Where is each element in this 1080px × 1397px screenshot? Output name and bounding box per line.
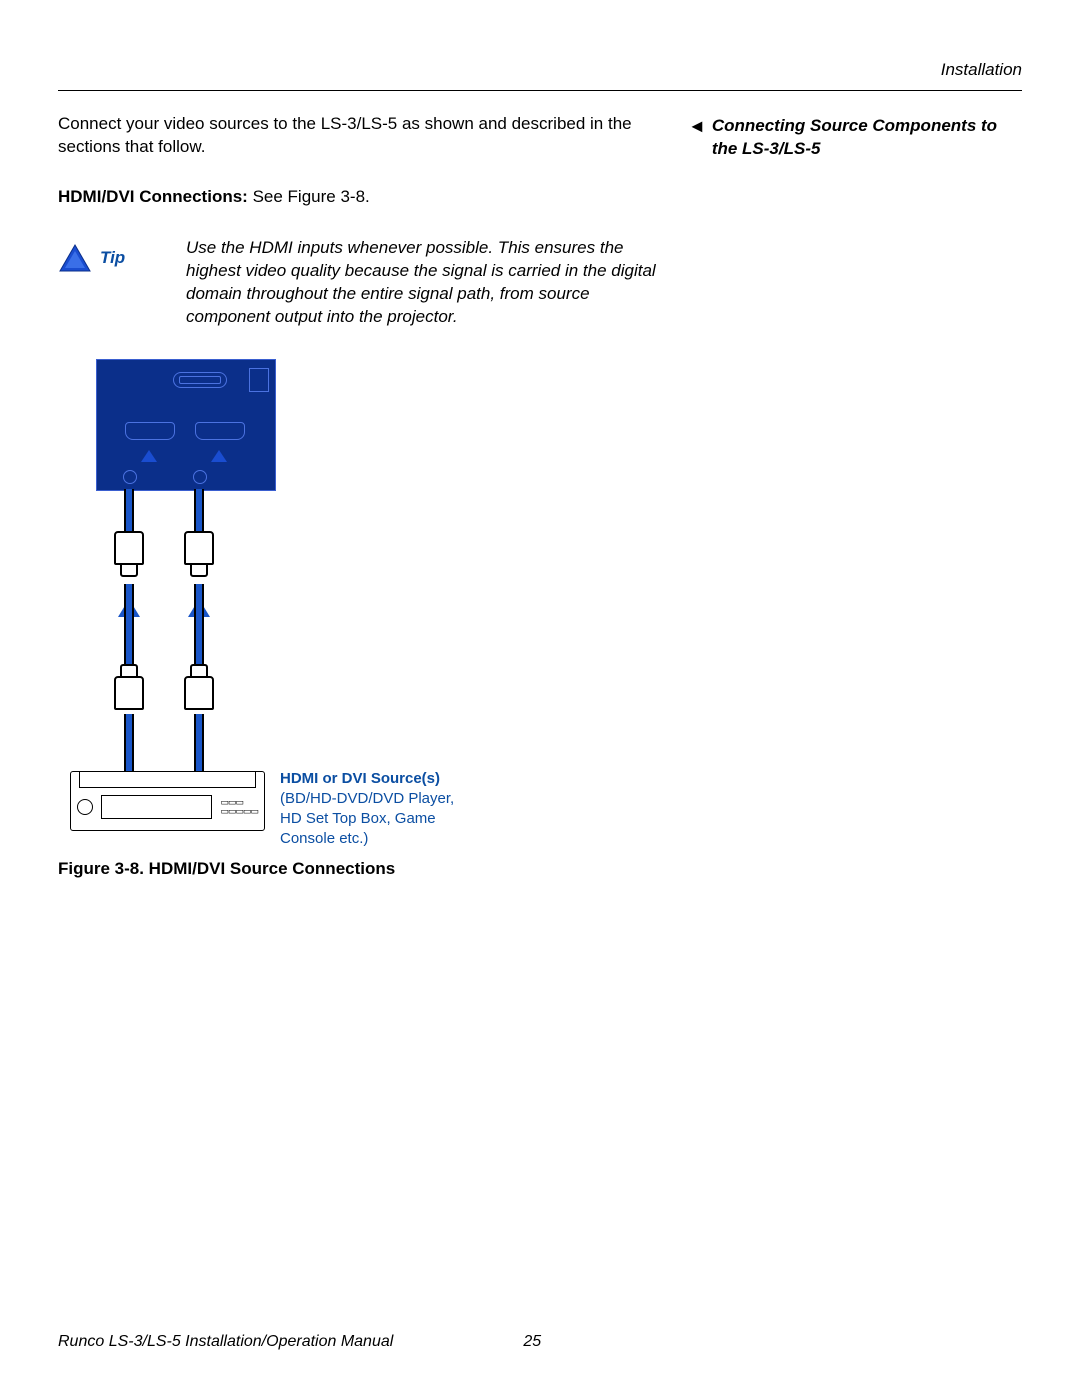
hdmi-bold: HDMI/DVI Connections:: [58, 187, 248, 206]
hdmi-connector-2-bottom: [184, 664, 214, 714]
tip-block: Tip Use the HDMI inputs whenever possibl…: [58, 237, 658, 329]
port-arrow-1-icon: [141, 450, 157, 462]
figure-caption: Figure 3-8. HDMI/DVI Source Connections: [58, 859, 658, 879]
cable-1-seg-a: [124, 489, 134, 534]
device-buttons-icon: ▭▭▭▭▭▭▭▭: [220, 798, 258, 816]
trigger-ports-icon: [249, 368, 269, 392]
hdmi-connector-1-bottom: [114, 664, 144, 714]
header-section-label: Installation: [58, 60, 1022, 91]
side-heading: ◄ Connecting Source Components to the LS…: [688, 115, 1022, 161]
tip-text: Use the HDMI inputs whenever possible. T…: [186, 237, 658, 329]
side-column: ◄ Connecting Source Components to the LS…: [688, 113, 1022, 879]
side-heading-text: Connecting Source Components to the LS-3…: [712, 115, 1022, 161]
hdmi-port-2-icon: [195, 422, 245, 440]
source-device-icon: ▭▭▭▭▭▭▭▭: [70, 771, 265, 831]
footer-page-number: 25: [523, 1333, 541, 1351]
source-label-lines: (BD/HD-DVD/DVD Player, HD Set Top Box, G…: [280, 789, 480, 850]
rs232-pins-icon: [179, 376, 221, 384]
cable-1-seg-c: [124, 714, 134, 774]
hdmi-rest: See Figure 3-8.: [248, 187, 370, 206]
manual-page: Installation Connect your video sources …: [0, 0, 1080, 1397]
intro-paragraph: Connect your video sources to the LS-3/L…: [58, 113, 658, 159]
port-jack-1-icon: [123, 470, 137, 484]
device-knob-icon: [77, 799, 93, 815]
source-label-title: HDMI or DVI Source(s): [280, 769, 480, 789]
device-slot-icon: [101, 795, 212, 819]
port-jack-2-icon: [193, 470, 207, 484]
cable-2-seg-b: [194, 584, 204, 664]
tip-icon-wrap: Tip: [58, 237, 168, 273]
page-footer: Runco LS-3/LS-5 Installation/Operation M…: [58, 1333, 1022, 1351]
hdmi-connector-1-top: [114, 531, 144, 581]
hdmi-port-1-icon: [125, 422, 175, 440]
connection-diagram: ▭▭▭▭▭▭▭▭ HDMI or DVI Source(s) (BD/HD-DV…: [78, 359, 388, 839]
hdmi-connections-line: HDMI/DVI Connections: See Figure 3-8.: [58, 187, 658, 207]
footer-manual-title: Runco LS-3/LS-5 Installation/Operation M…: [58, 1333, 393, 1351]
tip-triangle-icon: [58, 243, 92, 273]
main-column: Connect your video sources to the LS-3/L…: [58, 113, 658, 879]
cable-2-seg-c: [194, 714, 204, 774]
tip-label: Tip: [100, 248, 125, 268]
side-arrow-icon: ◄: [688, 117, 706, 135]
hdmi-connector-2-top: [184, 531, 214, 581]
source-label-block: HDMI or DVI Source(s) (BD/HD-DVD/DVD Pla…: [280, 769, 480, 850]
projector-back-panel: [96, 359, 276, 491]
port-arrow-2-icon: [211, 450, 227, 462]
cable-1-seg-b: [124, 584, 134, 664]
cable-2-seg-a: [194, 489, 204, 534]
content-row: Connect your video sources to the LS-3/L…: [58, 113, 1022, 879]
